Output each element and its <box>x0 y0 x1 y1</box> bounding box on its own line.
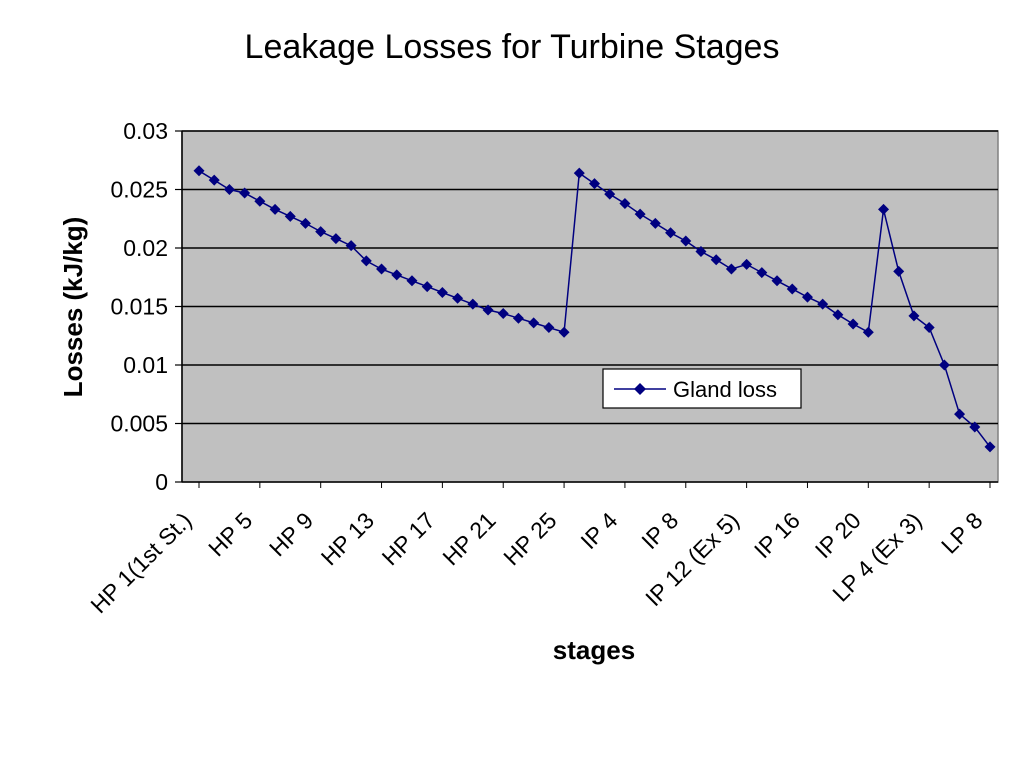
data-point <box>817 298 829 310</box>
axes <box>181 131 998 488</box>
data-point <box>695 246 707 258</box>
data-point <box>345 240 357 252</box>
data-point <box>558 326 570 338</box>
data-point <box>893 265 905 277</box>
data-point <box>741 258 753 270</box>
data-point <box>862 326 874 338</box>
x-tick-label: IP 16 <box>749 507 805 563</box>
y-axis-title: Losses (kJ/kg) <box>58 217 88 398</box>
gridlines <box>175 130 998 483</box>
data-point <box>269 203 281 215</box>
data-point <box>239 187 251 199</box>
data-point <box>330 233 342 245</box>
data-point <box>589 178 600 190</box>
data-point <box>467 298 479 310</box>
data-point <box>771 275 783 287</box>
y-tick-label: 0 <box>155 469 168 495</box>
x-tick-label: IP 4 <box>575 507 622 554</box>
x-tick-label: HP 9 <box>264 507 318 561</box>
data-point <box>543 322 555 334</box>
x-axis-title: stages <box>553 635 635 665</box>
data-point <box>208 174 220 186</box>
data-point <box>878 203 890 215</box>
legend-label: Gland loss <box>673 377 777 402</box>
x-tick-label: HP 21 <box>437 507 500 570</box>
y-tick-label: 0.015 <box>110 294 168 320</box>
y-tick-label: 0.01 <box>123 352 168 378</box>
x-tick-label: IP 8 <box>636 507 683 554</box>
data-point <box>573 167 585 179</box>
data-point <box>680 235 692 247</box>
data-point <box>710 254 722 266</box>
data-point <box>786 283 798 295</box>
data-point <box>436 286 448 298</box>
x-tick-label: HP 5 <box>203 507 257 561</box>
data-point <box>908 310 920 322</box>
data-point <box>923 322 935 334</box>
data-point <box>649 217 661 229</box>
data-point <box>756 267 768 279</box>
data-point <box>984 441 996 453</box>
data-point <box>360 255 372 267</box>
y-tick-labels: 0 0.005 0.01 0.015 0.02 0.025 0.03 <box>110 118 168 495</box>
data-point <box>847 318 859 330</box>
data-point <box>391 269 403 281</box>
data-point <box>193 165 205 177</box>
data-point <box>284 210 296 222</box>
x-tick-label: HP 17 <box>377 507 440 570</box>
x-tick-label: HP 1(1st St.) <box>85 507 196 618</box>
data-point <box>315 226 327 238</box>
data-point <box>421 281 433 293</box>
legend: Gland loss <box>602 368 802 409</box>
data-point <box>376 263 388 275</box>
data-point <box>634 208 646 220</box>
data-point <box>801 291 813 303</box>
data-point <box>725 263 737 275</box>
legend-marker <box>634 383 646 395</box>
data-point <box>619 198 631 210</box>
x-tick-label: HP 13 <box>316 507 379 570</box>
data-point <box>512 312 524 324</box>
x-tick-label: HP 25 <box>498 507 561 570</box>
data-point <box>969 421 981 433</box>
y-tick-label: 0.02 <box>123 235 168 261</box>
y-tick-label: 0.03 <box>123 118 168 144</box>
chart-title: Leakage Losses for Turbine Stages <box>245 28 780 66</box>
data-point <box>482 304 494 316</box>
data-point <box>497 308 509 320</box>
data-point <box>832 309 844 321</box>
data-point <box>604 188 616 200</box>
data-series <box>193 165 996 453</box>
data-point <box>254 195 266 207</box>
y-tick-label: 0.025 <box>110 177 168 203</box>
data-point <box>954 408 966 420</box>
data-point <box>452 292 464 304</box>
data-point <box>299 217 311 229</box>
data-point <box>528 317 540 329</box>
x-tick-label: IP 20 <box>810 507 866 563</box>
y-tick-label: 0.005 <box>110 411 168 437</box>
data-point <box>406 275 418 287</box>
data-point <box>938 359 950 371</box>
data-point <box>223 184 235 195</box>
data-point <box>665 227 677 239</box>
x-tick-label: LP 8 <box>936 507 988 559</box>
